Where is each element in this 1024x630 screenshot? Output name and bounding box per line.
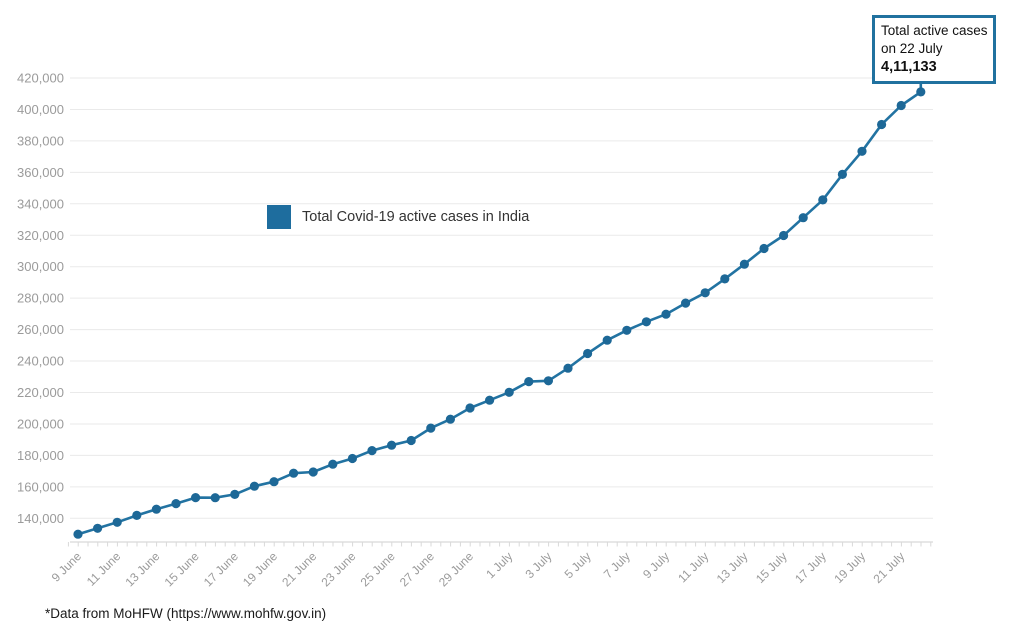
data-point: [445, 414, 455, 424]
x-axis-tick-label: 17 July: [792, 549, 829, 586]
callout-line2: on 22 July: [881, 41, 943, 56]
x-axis-tick-label: 21 July: [871, 549, 908, 586]
data-point: [896, 100, 906, 111]
data-point: [622, 325, 632, 335]
data-point: [191, 493, 201, 503]
y-axis-tick-label: 260,000: [17, 322, 64, 337]
data-point: [700, 288, 710, 298]
data-point: [347, 453, 357, 464]
x-axis-tick-label: 15 June: [162, 549, 202, 589]
x-axis-tick-label: 3 July: [522, 549, 554, 581]
data-point: [367, 446, 377, 456]
data-point: [504, 387, 514, 397]
data-point: [465, 403, 475, 413]
x-axis-tick-label: 17 June: [201, 549, 241, 589]
y-axis-tick-label: 380,000: [17, 133, 64, 148]
data-point: [112, 517, 122, 527]
data-point: [151, 504, 161, 514]
x-axis-tick-label: 9 June: [49, 549, 85, 585]
data-point: [583, 348, 593, 359]
data-point: [779, 230, 789, 241]
data-point: [798, 213, 808, 223]
callout-line1: Total active cases: [881, 23, 988, 38]
data-point: [739, 259, 750, 269]
x-axis-tick-label: 27 June: [397, 549, 437, 589]
x-axis-tick-label: 21 June: [279, 549, 319, 589]
data-point: [249, 481, 259, 491]
x-axis-tick-label: 13 July: [714, 549, 751, 586]
data-point: [426, 423, 436, 433]
y-axis-tick-label: 300,000: [17, 259, 64, 274]
data-point: [73, 529, 83, 539]
y-axis-tick-label: 220,000: [17, 385, 64, 400]
x-axis-tick-label: 23 June: [318, 549, 358, 589]
legend-label: Total Covid-19 active cases in India: [302, 209, 530, 225]
data-point: [269, 477, 279, 487]
x-axis-tick-label: 5 July: [562, 549, 594, 581]
y-axis-tick-label: 420,000: [17, 71, 64, 86]
data-point: [720, 274, 730, 284]
data-point: [387, 440, 397, 450]
data-point: [661, 309, 671, 319]
x-axis-tick-label: 1 July: [483, 549, 515, 581]
data-point: [759, 243, 769, 254]
y-axis-tick-label: 180,000: [17, 448, 64, 463]
x-axis-tick-label: 19 July: [831, 549, 868, 586]
footnote-source: *Data from MoHFW (https://www.mohfw.gov.…: [45, 606, 327, 621]
y-axis-tick-label: 340,000: [17, 196, 64, 211]
x-axis-tick-label: 11 June: [84, 549, 124, 589]
data-point: [524, 377, 534, 387]
data-point: [93, 523, 103, 533]
x-axis-tick-label: 11 July: [675, 549, 711, 585]
data-point: [877, 119, 887, 130]
data-point: [681, 298, 691, 308]
x-axis-tick-label: 7 July: [601, 549, 633, 581]
legend-swatch: [267, 205, 291, 229]
y-axis-tick-label: 360,000: [17, 165, 64, 180]
data-point: [289, 468, 299, 478]
data-point: [641, 317, 652, 327]
y-axis-tick-label: 400,000: [17, 102, 64, 117]
data-point: [563, 363, 573, 373]
y-axis-tick-label: 200,000: [17, 416, 64, 431]
y-axis-tick-label: 140,000: [17, 511, 64, 526]
legend: Total Covid-19 active cases in India: [267, 205, 529, 229]
data-point: [602, 335, 612, 345]
y-axis-tick-label: 320,000: [17, 228, 64, 243]
data-point: [308, 467, 318, 477]
series-line: [76, 90, 923, 536]
x-axis-tick-label: 19 June: [240, 549, 280, 589]
data-point: [406, 435, 416, 446]
data-point: [857, 146, 867, 156]
data-point: [132, 510, 142, 520]
data-point: [543, 376, 554, 386]
data-point: [485, 395, 495, 405]
y-axis-tick-label: 280,000: [17, 291, 64, 306]
data-point: [230, 489, 240, 499]
data-point: [916, 87, 926, 97]
data-point: [837, 169, 848, 179]
x-axis-tick-label: 29 June: [436, 549, 476, 589]
data-point: [171, 499, 181, 509]
x-axis-tick-label: 13 June: [122, 549, 162, 589]
callout-value: 4,11,133: [881, 59, 937, 75]
x-axis-tick-label: 9 July: [640, 549, 672, 581]
data-point: [818, 195, 828, 205]
x-axis-tick-label: 15 July: [753, 549, 790, 586]
callout-total-active-cases: Total active cases on 22 July 4,11,133: [872, 15, 996, 84]
y-axis-tick-label: 160,000: [17, 479, 64, 494]
x-axis-tick-label: 25 June: [358, 549, 398, 589]
y-axis-tick-label: 240,000: [17, 354, 64, 369]
data-point: [328, 459, 338, 469]
data-point: [210, 493, 220, 503]
